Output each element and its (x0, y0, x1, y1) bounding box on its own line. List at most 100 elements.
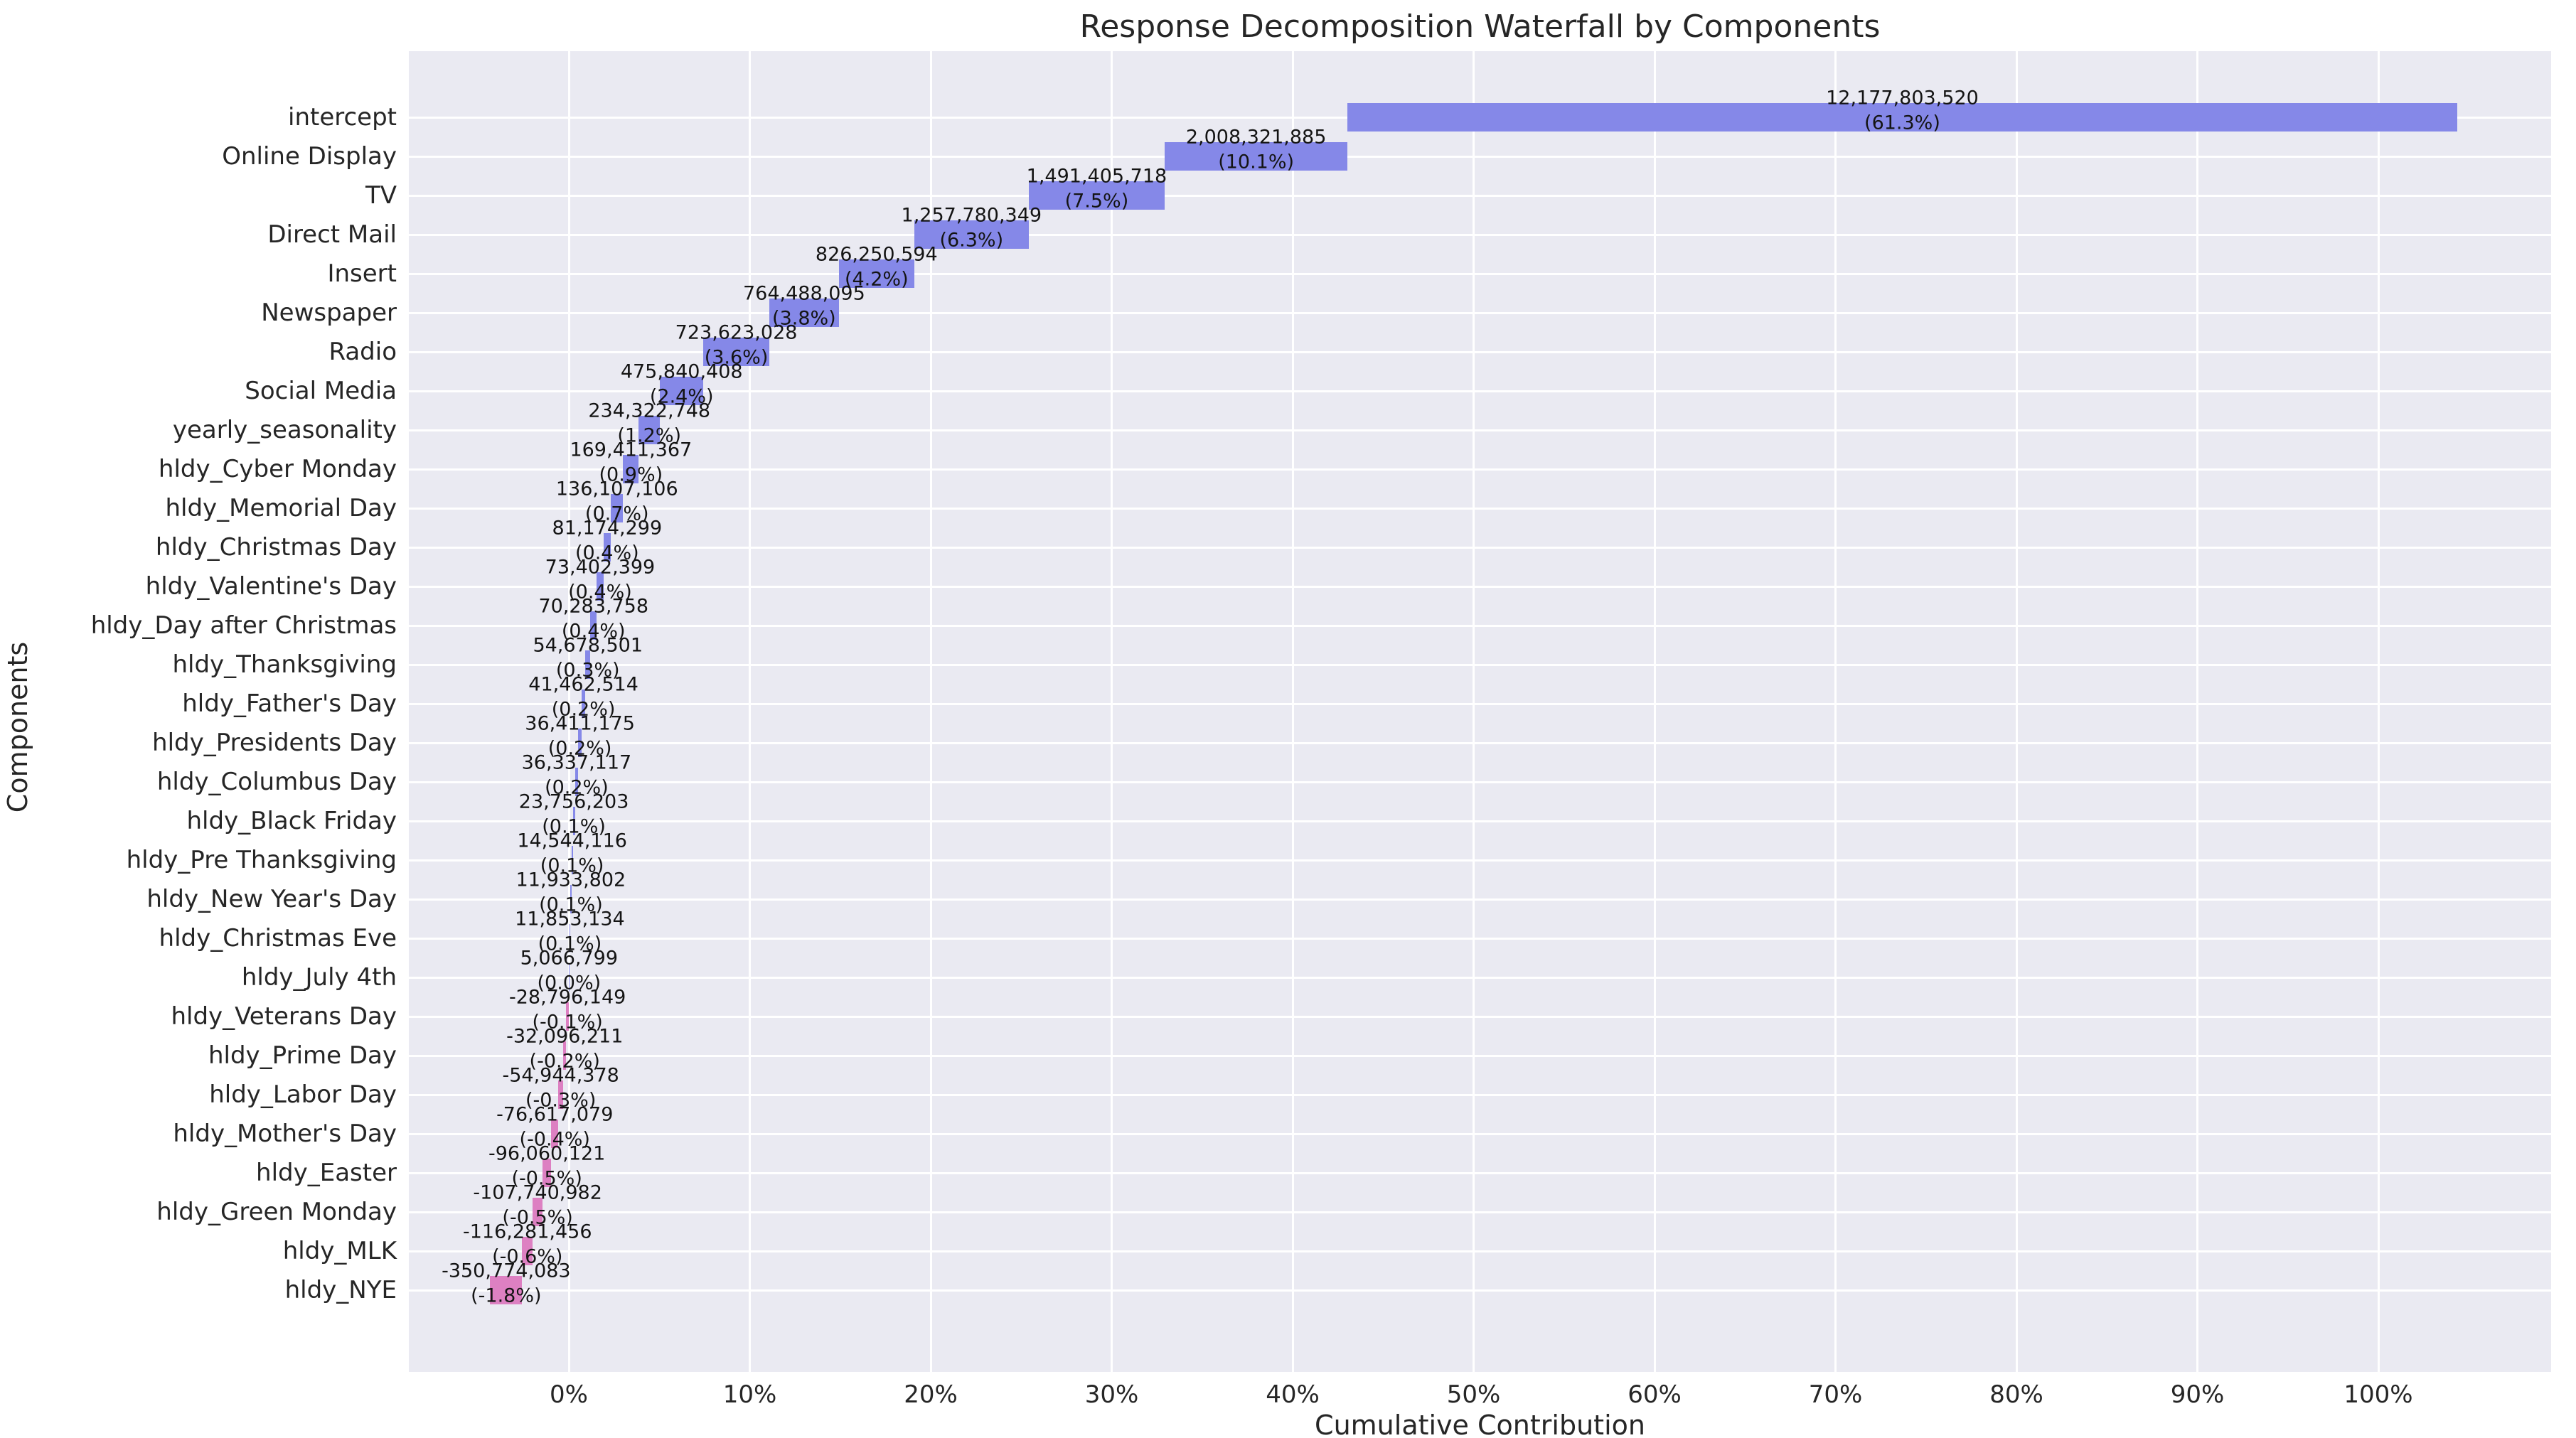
bar-percent-label: (0.1%) (540, 854, 604, 877)
waterfall-bar-negative (566, 1002, 569, 1031)
bar-value-label: -350,774,083 (442, 1260, 571, 1282)
v-gridline (2015, 51, 2018, 1372)
bar-percent-label: (-0.5%) (511, 1167, 582, 1190)
x-tick-label: 10% (722, 1380, 777, 1409)
y-tick-label: Social Media (245, 377, 397, 405)
h-gridline (409, 468, 2551, 471)
waterfall-bar-positive (571, 846, 573, 874)
h-gridline (409, 1054, 2551, 1057)
h-gridline (409, 1289, 2551, 1292)
x-tick-label: 90% (2170, 1380, 2225, 1409)
bar-percent-label: (-1.8%) (471, 1284, 542, 1307)
x-tick-label: 100% (2343, 1380, 2413, 1409)
bar-value-label: 70,283,758 (538, 595, 649, 618)
bar-percent-label: (0.0%) (537, 972, 602, 994)
h-gridline (409, 780, 2551, 783)
bar-value-label: 2,008,321,885 (1185, 126, 1327, 149)
y-tick-label: hldy_Day after Christmas (90, 611, 397, 640)
bar-percent-label: (61.3%) (1864, 112, 1940, 134)
bar-percent-label: (0.4%) (561, 620, 626, 643)
bar-percent-label: (0.1%) (542, 815, 606, 838)
bar-value-label: 11,933,802 (515, 869, 626, 891)
y-tick-label: hldy_Cyber Monday (158, 455, 397, 483)
waterfall-bar-negative (522, 1237, 533, 1265)
y-tick-label: hldy_NYE (284, 1276, 397, 1304)
bar-value-label: -28,796,149 (508, 986, 626, 1009)
y-tick-label: hldy_New Year's Day (146, 885, 397, 913)
x-tick-label: 40% (1266, 1380, 1320, 1409)
h-gridline (409, 350, 2551, 353)
bar-percent-label: (0.1%) (538, 933, 602, 955)
bar-percent-label: (0.4%) (568, 581, 632, 603)
v-gridline (2377, 51, 2380, 1372)
bar-value-label: 826,250,594 (815, 243, 938, 266)
waterfall-bar-positive (638, 416, 661, 444)
waterfall-bar-positive (769, 299, 839, 327)
y-tick-label: yearly_seasonality (172, 416, 397, 444)
y-tick-label: intercept (288, 103, 397, 132)
waterfall-bar-negative (558, 1080, 564, 1109)
bar-value-label: 54,678,501 (533, 634, 643, 657)
bar-value-label: 81,174,299 (552, 517, 663, 540)
waterfall-bar-positive (611, 494, 624, 522)
waterfall-bar-positive (1028, 181, 1165, 210)
waterfall-bar-positive (1164, 142, 1348, 171)
x-tick-label: 80% (1989, 1380, 2043, 1409)
y-tick-label: hldy_Christmas Eve (159, 924, 397, 953)
bar-value-label: 764,488,095 (742, 282, 865, 305)
bar-value-label: 475,840,408 (620, 360, 743, 383)
v-gridline (749, 51, 751, 1372)
h-gridline (409, 507, 2551, 510)
y-tick-label: TV (365, 181, 397, 210)
bar-percent-label: (10.1%) (1218, 151, 1295, 173)
bar-value-label: 1,257,780,349 (901, 204, 1042, 227)
y-tick-label: hldy_Thanksgiving (172, 650, 397, 679)
waterfall-bar-positive (585, 650, 591, 679)
bar-value-label: -54,944,378 (502, 1064, 619, 1087)
bar-value-label: 136,107,106 (555, 478, 678, 500)
x-tick-label: 50% (1446, 1380, 1501, 1409)
h-gridline (409, 194, 2551, 197)
v-gridline (2196, 51, 2198, 1372)
h-gridline (409, 546, 2551, 549)
bar-value-label: -107,740,982 (473, 1181, 602, 1204)
bar-percent-label: (1.2%) (617, 424, 682, 447)
x-tick-label: 30% (1084, 1380, 1139, 1409)
h-gridline (409, 585, 2551, 588)
bar-percent-label: (-0.5%) (502, 1206, 573, 1229)
bar-value-label: -32,096,211 (506, 1025, 624, 1048)
v-gridline (929, 51, 932, 1372)
h-gridline (409, 898, 2551, 901)
bar-percent-label: (3.6%) (704, 346, 769, 369)
h-gridline (409, 741, 2551, 744)
bar-value-label: 14,544,116 (517, 830, 627, 852)
bar-percent-label: (-0.3%) (525, 1089, 597, 1112)
bar-value-label: 23,756,203 (518, 790, 629, 813)
bar-percent-label: (0.3%) (555, 659, 620, 682)
y-tick-label: hldy_Memorial Day (165, 494, 397, 522)
bar-percent-label: (0.2%) (551, 698, 616, 721)
y-tick-label: hldy_MLK (282, 1237, 397, 1265)
h-gridline (409, 311, 2551, 314)
y-tick-label: hldy_Christmas Day (155, 533, 397, 562)
waterfall-bar-positive (623, 455, 639, 483)
h-gridline (409, 1211, 2551, 1213)
x-tick-label: 70% (1808, 1380, 1863, 1409)
waterfall-bar-positive (1347, 103, 2457, 132)
bar-value-label: 723,623,028 (675, 321, 798, 344)
bar-value-label: -96,060,121 (488, 1142, 606, 1165)
chart-title: Response Decomposition Waterfall by Comp… (1079, 9, 1881, 45)
waterfall-bar-positive (603, 533, 611, 562)
bar-value-label: 36,411,175 (525, 712, 635, 735)
h-gridline (409, 233, 2551, 236)
y-tick-label: hldy_Veterans Day (171, 1002, 397, 1031)
v-gridline (1291, 51, 1294, 1372)
bar-percent-label: (0.4%) (575, 542, 639, 564)
x-tick-label: 0% (550, 1380, 588, 1409)
x-axis-label: Cumulative Contribution (1315, 1410, 1645, 1438)
waterfall-bar-positive (569, 924, 571, 953)
bar-value-label: 12,177,803,520 (1826, 87, 1979, 109)
y-tick-label: hldy_Columbus Day (156, 768, 397, 796)
y-tick-label: hldy_Presidents Day (152, 729, 397, 757)
h-gridline (409, 820, 2551, 822)
